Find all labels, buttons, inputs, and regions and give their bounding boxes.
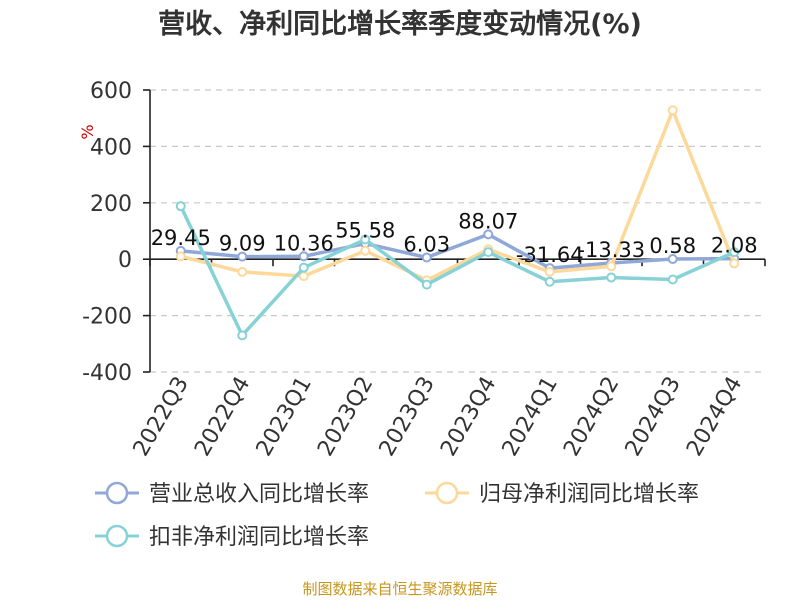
data-label: 55.58 xyxy=(335,219,395,243)
x-tick-label: 2023Q4 xyxy=(436,373,501,461)
x-tick-label: 2023Q2 xyxy=(313,373,378,461)
data-point xyxy=(237,330,248,341)
data-point xyxy=(237,251,248,262)
legend-marker xyxy=(435,481,459,505)
data-label: 10.36 xyxy=(274,231,334,255)
x-tick-label: 2024Q1 xyxy=(498,373,563,461)
data-label: 88.07 xyxy=(458,209,518,233)
data-point xyxy=(667,274,678,285)
data-label: -13.33 xyxy=(577,238,645,262)
y-tick-label: -200 xyxy=(82,305,132,330)
data-point xyxy=(483,229,494,240)
data-point xyxy=(544,276,555,287)
series-line xyxy=(179,205,735,338)
y-tick-label: 400 xyxy=(90,135,132,160)
data-point xyxy=(175,251,186,262)
x-tick-label: 2024Q3 xyxy=(621,373,686,461)
legend-marker xyxy=(105,481,129,505)
y-tick-label: 0 xyxy=(118,248,132,273)
data-point xyxy=(421,252,432,263)
data-point xyxy=(667,105,678,116)
legend-label: 扣非净利润同比增长率 xyxy=(149,525,369,550)
legend-marker xyxy=(105,524,129,548)
data-point xyxy=(729,258,740,269)
y-tick-label: 200 xyxy=(90,192,132,217)
data-label: 2.08 xyxy=(711,234,758,258)
x-tick-label: 2022Q3 xyxy=(129,373,194,461)
x-tick-label: 2022Q4 xyxy=(190,373,255,461)
data-point xyxy=(729,247,740,258)
x-tick-labels: 2022Q32022Q42023Q12023Q22023Q32023Q42024… xyxy=(129,373,748,461)
data-point xyxy=(298,251,309,262)
y-tick-label: -400 xyxy=(82,361,132,386)
data-point xyxy=(175,201,186,212)
data-point xyxy=(606,261,617,272)
x-tick-label: 2023Q3 xyxy=(375,373,440,461)
data-point xyxy=(360,245,371,256)
data-point xyxy=(483,247,494,258)
legend-label: 归母净利润同比增长率 xyxy=(479,482,699,507)
series-group xyxy=(175,105,740,341)
series-line xyxy=(180,232,735,270)
x-tick-label: 2023Q1 xyxy=(252,373,317,461)
data-point xyxy=(360,234,371,245)
data-point xyxy=(421,279,432,290)
chart-title: 营收、净利同比增长率季度变动情况(%) xyxy=(158,8,642,40)
y-tick-labels: 600 400 200 0 -200 -400 xyxy=(82,79,132,386)
y-axis-unit: % xyxy=(78,124,97,139)
x-tick-label: 2024Q4 xyxy=(682,373,747,461)
data-label: 0.58 xyxy=(649,234,696,258)
x-tick-label: 2024Q2 xyxy=(559,373,624,461)
data-label: -31.64 xyxy=(516,243,584,267)
data-point xyxy=(606,272,617,283)
legend-label: 营业总收入同比增长率 xyxy=(149,482,369,507)
source-note: 制图数据来自恒生聚源数据库 xyxy=(302,580,497,598)
y-tick-label: 600 xyxy=(90,79,132,104)
grid-lines xyxy=(150,89,765,373)
data-label: 9.09 xyxy=(219,232,266,256)
data-point xyxy=(237,266,248,277)
data-label: 6.03 xyxy=(403,232,450,256)
data-point xyxy=(667,254,678,265)
series-line xyxy=(180,108,736,283)
data-point xyxy=(298,262,309,273)
data-point xyxy=(544,266,555,277)
data-label: 29.45 xyxy=(151,226,211,250)
